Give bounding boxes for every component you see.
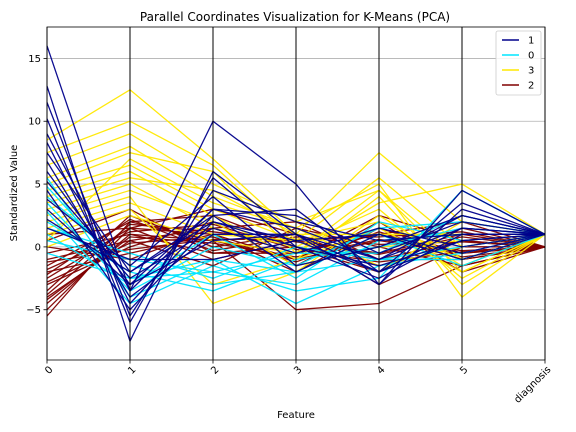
- legend-label-1: 1: [528, 36, 534, 47]
- x-tick-label-0: 0: [43, 364, 55, 376]
- legend-box: [495, 30, 542, 96]
- chart-title: Parallel Coordinates Visualization for K…: [140, 10, 450, 24]
- y-tick-label-3: 10: [28, 117, 41, 128]
- legend-label-0: 0: [528, 51, 534, 62]
- y-ticks: −5 0 5 10 15: [26, 54, 47, 316]
- legend: 1 0 3 2: [495, 30, 542, 96]
- x-axis-label: Feature: [277, 410, 315, 421]
- legend-label-2: 2: [528, 81, 534, 92]
- x-ticks: 0 1 2 3 4 5 diagnosis: [43, 360, 553, 406]
- plot-area: [46, 26, 546, 361]
- x-tick-label-diagnosis: diagnosis: [512, 364, 553, 405]
- x-tick-label-2: 2: [209, 364, 221, 376]
- x-tick-label-3: 3: [292, 364, 304, 376]
- y-tick-label-4: 15: [28, 54, 41, 65]
- x-tick-label-4: 4: [375, 364, 387, 376]
- y-tick-label-0: −5: [26, 305, 41, 316]
- x-tick-label-5: 5: [458, 364, 470, 376]
- y-tick-label-1: 0: [35, 242, 41, 253]
- legend-label-3: 3: [528, 66, 534, 77]
- y-tick-label-2: 5: [35, 180, 41, 191]
- x-tick-label-1: 1: [126, 364, 138, 376]
- y-axis-label: Standardized Value: [9, 145, 20, 242]
